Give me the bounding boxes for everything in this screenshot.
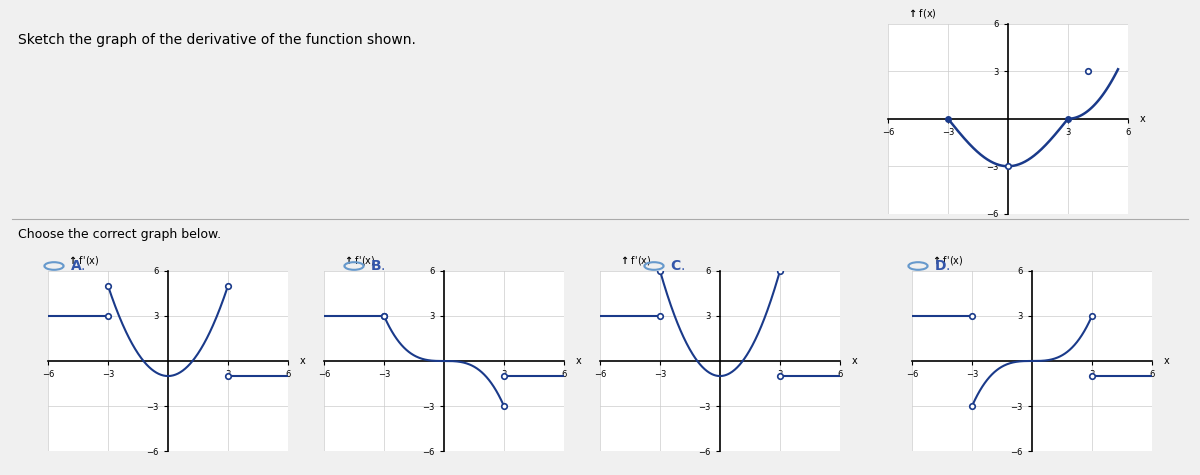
- Text: x: x: [300, 356, 306, 366]
- Text: $\mathbf{\uparrow}$f(x): $\mathbf{\uparrow}$f(x): [907, 7, 937, 20]
- Text: x: x: [576, 356, 582, 366]
- Text: $\mathbf{A}.$: $\mathbf{A}.$: [70, 259, 85, 273]
- Text: x: x: [1140, 114, 1146, 124]
- Text: Sketch the graph of the derivative of the function shown.: Sketch the graph of the derivative of th…: [18, 33, 416, 47]
- Text: $\mathbf{B}.$: $\mathbf{B}.$: [370, 259, 385, 273]
- Text: $\mathbf{\uparrow}$f'(x): $\mathbf{\uparrow}$f'(x): [619, 254, 652, 267]
- Text: $\mathbf{D}.$: $\mathbf{D}.$: [934, 259, 950, 273]
- Text: $\mathbf{\uparrow}$f'(x): $\mathbf{\uparrow}$f'(x): [931, 254, 964, 267]
- Text: $\mathbf{C}.$: $\mathbf{C}.$: [670, 259, 685, 273]
- Text: Choose the correct graph below.: Choose the correct graph below.: [18, 228, 221, 241]
- Text: x: x: [1164, 356, 1170, 366]
- Text: $\mathbf{\uparrow}$f'(x): $\mathbf{\uparrow}$f'(x): [343, 254, 376, 267]
- Text: $\mathbf{\uparrow}$f'(x): $\mathbf{\uparrow}$f'(x): [67, 254, 100, 267]
- Text: x: x: [852, 356, 858, 366]
